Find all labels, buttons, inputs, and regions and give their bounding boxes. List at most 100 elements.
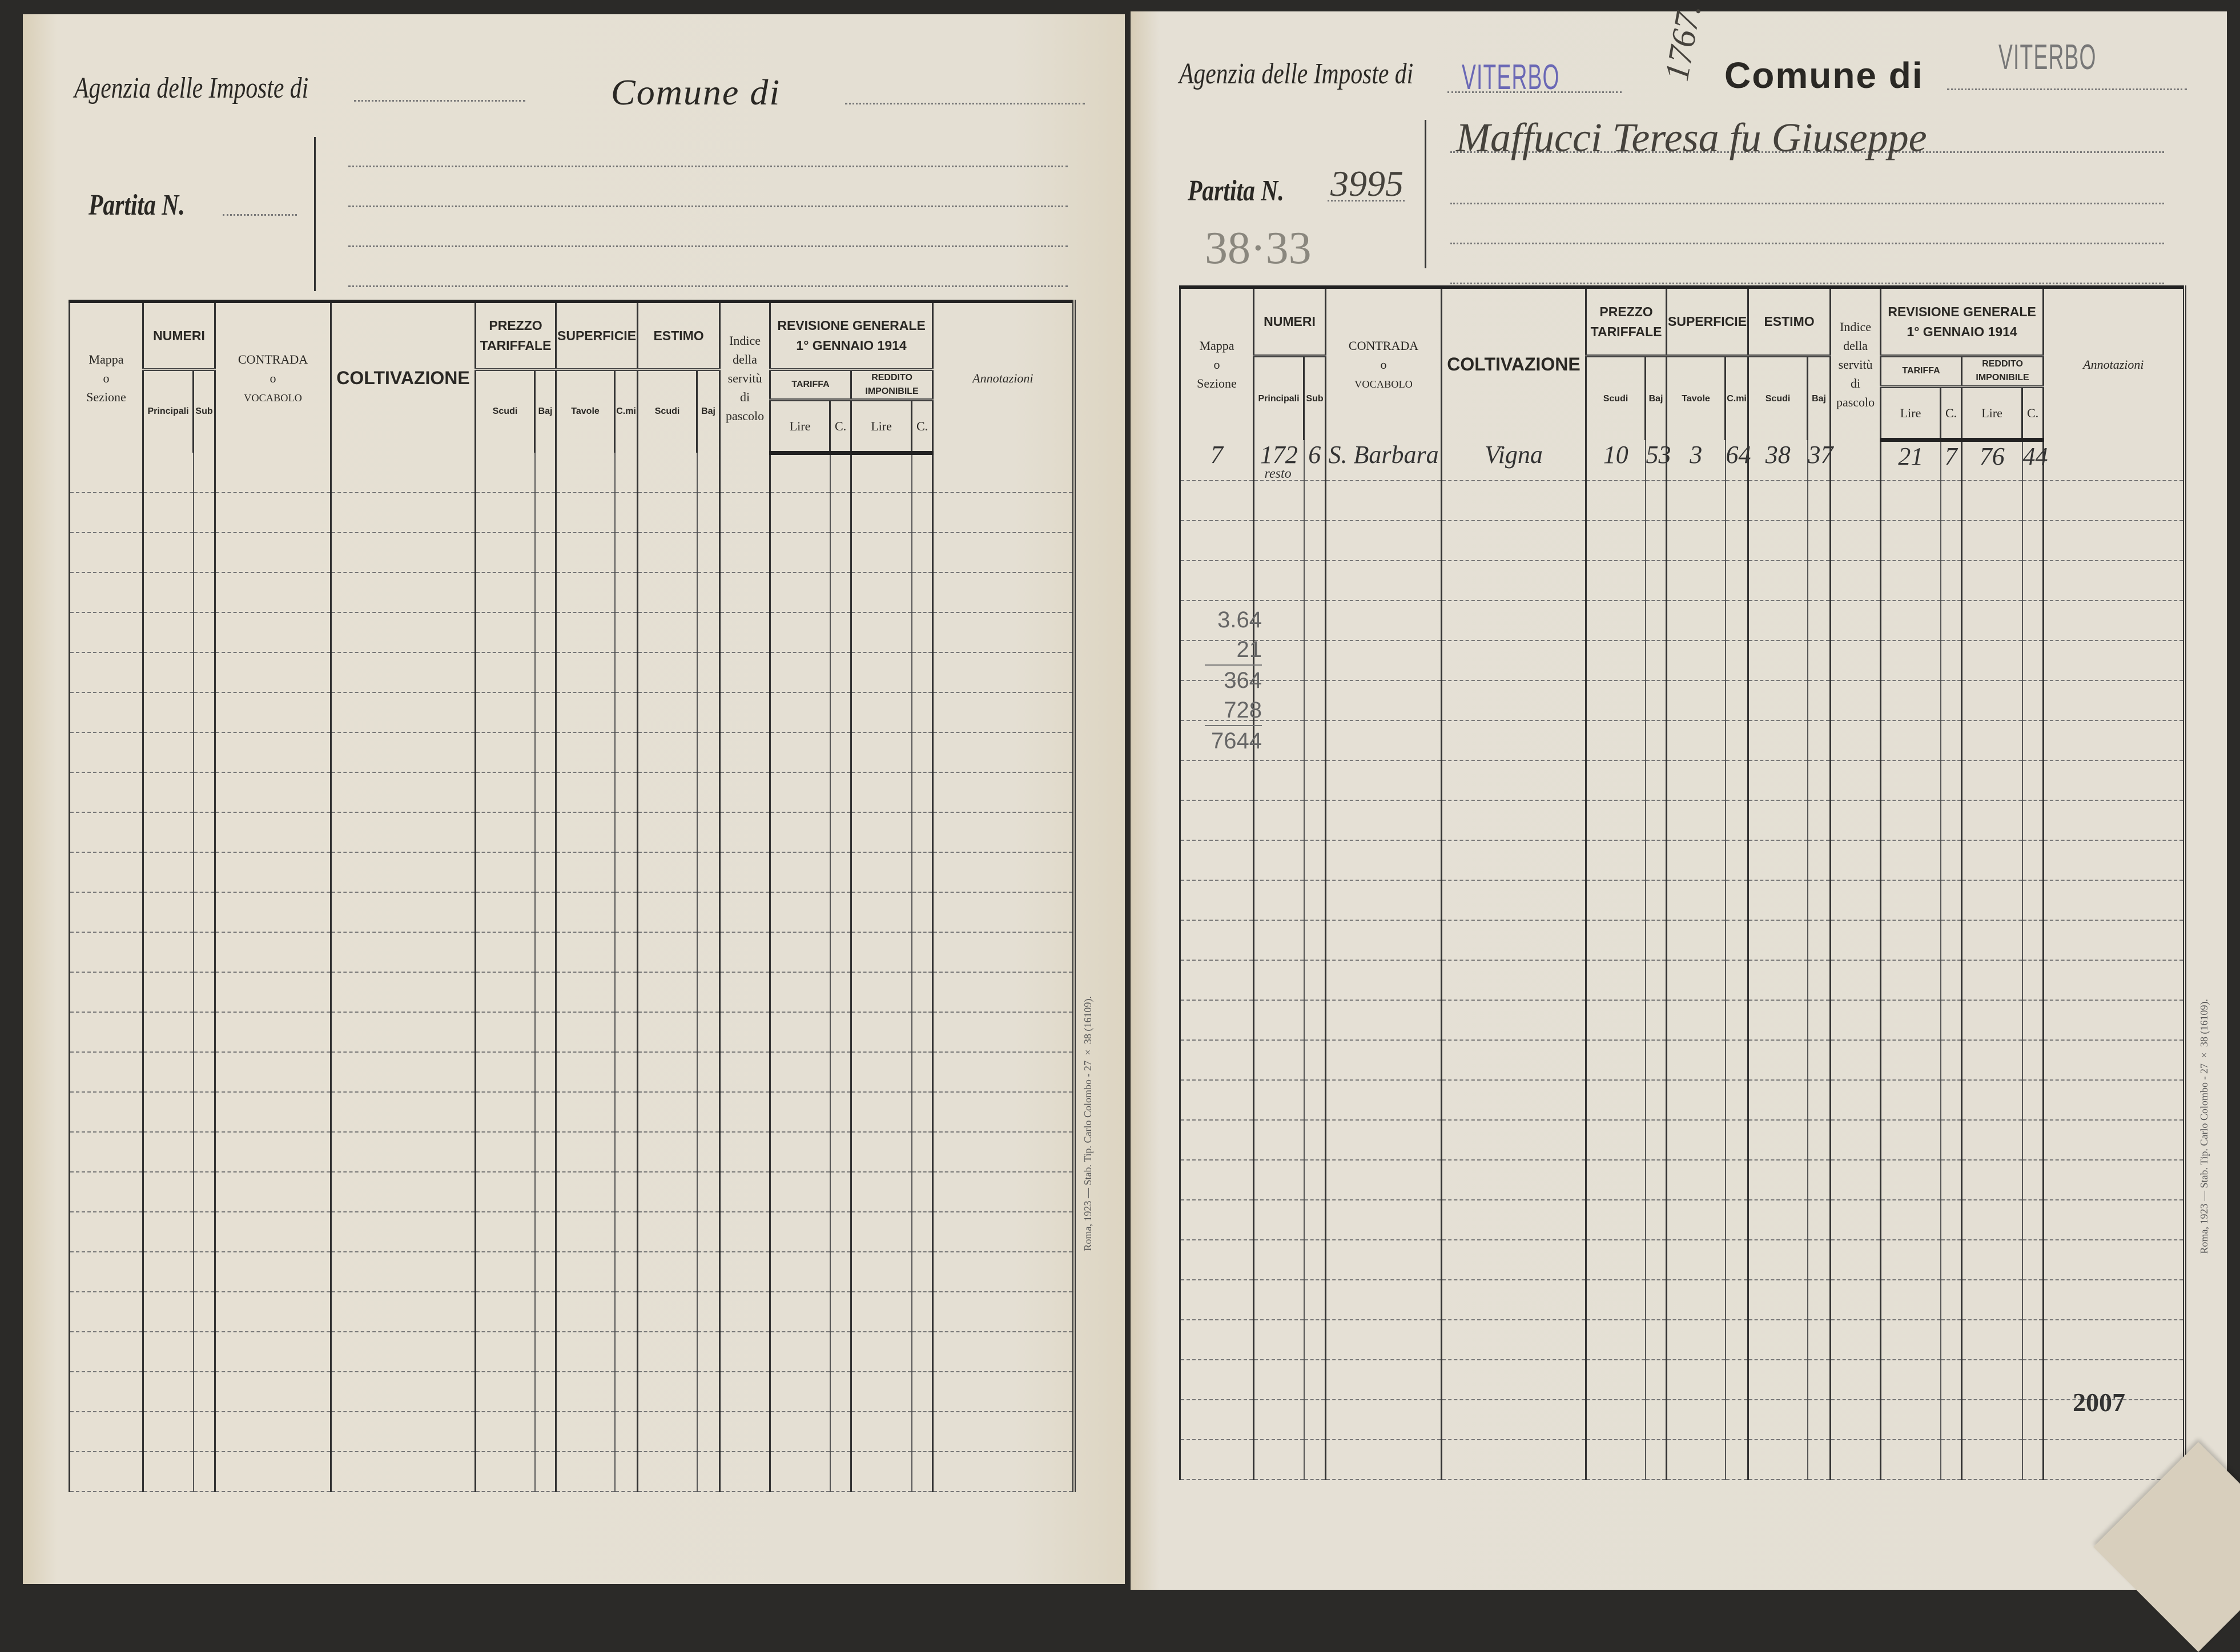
cell-value [476, 735, 534, 760]
cell-value [771, 1454, 830, 1480]
cell-prezzo-scudi [1585, 840, 1646, 881]
cell-annotazioni [932, 1052, 1074, 1093]
cell-value [1181, 1163, 1253, 1188]
cell-value [1254, 1323, 1304, 1348]
cell-value [536, 695, 556, 720]
cell-mappa [69, 1052, 143, 1093]
cell-principali [1253, 680, 1304, 721]
cell-sub [192, 1012, 215, 1053]
cell-value [721, 775, 769, 800]
cell-value [144, 1375, 193, 1400]
cell-value [1808, 763, 1830, 788]
cell-contrada [214, 1372, 331, 1412]
cell-reddito-c [911, 812, 933, 853]
cell-value [536, 1135, 556, 1160]
cell-value [771, 935, 830, 960]
cell-prezzo-baj [534, 812, 556, 853]
cell-value [1305, 1163, 1325, 1188]
cell-sub [192, 453, 215, 493]
cell-estimo-scudi: 38 [1747, 440, 1808, 481]
cell-prezzo-scudi [1585, 680, 1646, 721]
cell-value [70, 975, 142, 1000]
cell-value [1646, 523, 1666, 549]
cell-indice [1829, 720, 1881, 761]
cell-value [638, 815, 697, 840]
cell-coltivazione [330, 613, 476, 653]
cell-mappa [69, 453, 143, 493]
header-indice: Indice della servitù di pascolo [1829, 287, 1882, 440]
cell-value [1726, 1003, 1748, 1028]
cell-value [1587, 603, 1645, 628]
cell-value [144, 1175, 193, 1200]
cell-value [912, 495, 932, 521]
cell-principali [1253, 1039, 1304, 1081]
cell-value [1881, 603, 1940, 628]
cell-value [698, 1295, 719, 1320]
cell-value [721, 735, 769, 760]
cell-value [216, 495, 330, 521]
cell-contrada [1325, 800, 1442, 841]
cell-value [638, 1295, 697, 1320]
cell-superficie-tavole [555, 652, 615, 693]
cell-value [912, 1415, 932, 1440]
cell-tariffa-c [1940, 480, 1962, 521]
cell-value [1808, 1323, 1830, 1348]
cell-value [70, 1135, 142, 1160]
cell-value [1587, 1083, 1645, 1108]
cell-superficie-tavole: 3 [1666, 440, 1726, 481]
table-row [1179, 1119, 2185, 1161]
cell-prezzo-scudi [1585, 1079, 1646, 1121]
cell-estimo-scudi [1747, 960, 1808, 1001]
table-row [1179, 1039, 2185, 1081]
cell-contrada [214, 1252, 331, 1292]
cell-value [1749, 763, 1807, 788]
cell-value [216, 735, 330, 760]
cell-value [1181, 1043, 1253, 1068]
agency-field [1447, 91, 1622, 93]
cell-tariffa-lire [1880, 960, 1941, 1001]
cell-value [1646, 803, 1666, 828]
cell-value [2023, 723, 2043, 748]
cell-reddito-lire [1961, 1279, 2022, 1320]
cell-value [1326, 1083, 1441, 1108]
cell-mappa [1179, 480, 1254, 521]
cell-prezzo-scudi [474, 932, 535, 973]
header-scudi: Scudi [474, 369, 536, 453]
cell-superficie-cmi [1724, 1359, 1748, 1400]
cell-estimo-baj [1807, 1439, 1831, 1480]
cell-value [1881, 963, 1940, 988]
cell-tariffa-lire [1880, 640, 1941, 681]
cell-value: 7 [1211, 440, 1223, 469]
cell-superficie-tavole [555, 1132, 615, 1172]
cell-tariffa-c [1940, 760, 1962, 801]
printer-imprint: Roma, 1923 — Stab. Tip. Carlo Colombo - … [1082, 996, 1093, 1251]
cell-principali [1253, 1359, 1304, 1400]
cell-coltivazione [1441, 480, 1586, 521]
cell-value [1881, 1083, 1940, 1108]
table-row [69, 972, 1074, 1013]
cell-indice [719, 493, 770, 533]
cell-value [1831, 1283, 1880, 1308]
cell-principali [142, 1132, 194, 1172]
left-page: Agenzia delle Imposte di Comune di Parti… [23, 14, 1125, 1584]
cell-value [852, 1255, 911, 1280]
cell-value [1646, 643, 1666, 668]
cell-value [1326, 923, 1441, 948]
cell-coltivazione [330, 972, 476, 1013]
cell-prezzo-baj [534, 1092, 556, 1133]
cell-prezzo-baj [534, 1252, 556, 1292]
cell-mappa [69, 1252, 143, 1292]
cell-value [638, 495, 697, 521]
cell-estimo-baj [1807, 600, 1831, 641]
cell-value [1587, 763, 1645, 788]
cell-value [2023, 1123, 2043, 1148]
cell-estimo-scudi [1747, 800, 1808, 841]
cell-reddito-lire [850, 852, 912, 893]
cell-value [1254, 963, 1304, 988]
header-lire: Lire [1880, 386, 1942, 442]
cell-value [70, 735, 142, 760]
cell-value [1881, 1003, 1940, 1028]
cell-contrada [214, 932, 331, 973]
cell-value [912, 457, 932, 482]
cell-contrada [1325, 480, 1442, 521]
